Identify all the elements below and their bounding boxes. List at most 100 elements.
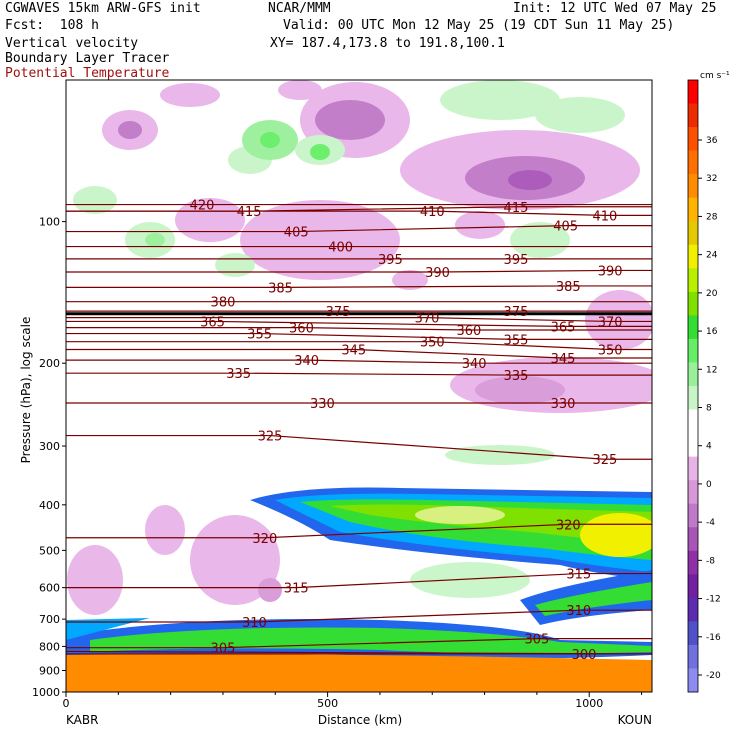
colorbar-swatch <box>688 197 698 222</box>
theta-contour-line <box>66 348 652 359</box>
cross-section-endpoints: XY= 187.4,173.8 to 191.8,100.1 <box>270 36 505 51</box>
theta-label: 405 <box>553 220 578 235</box>
left-endpoint-label: KABR <box>66 713 98 727</box>
theta-label: 345 <box>341 343 366 358</box>
theta-contour-line <box>66 434 652 460</box>
colorbar-swatch <box>688 550 698 575</box>
theta-contour-line <box>66 269 652 273</box>
theta-label: 330 <box>551 397 576 412</box>
theta-label: 395 <box>504 253 529 268</box>
colorbar-tick-label: 8 <box>706 404 712 414</box>
colorbar-swatch <box>688 644 698 669</box>
y-tick-label: 100 <box>39 216 60 229</box>
y-tick-label: 800 <box>39 640 60 653</box>
theta-label: 305 <box>524 633 549 648</box>
theta-label: 310 <box>566 604 591 619</box>
colorbar-tick-label: -20 <box>706 671 721 681</box>
lower-tracer-band <box>66 570 652 660</box>
theta-contour-line <box>66 285 652 289</box>
colorbar-tick-label: 4 <box>706 442 712 452</box>
shaded-fields: 420 415 405 400 395 390 385 380 375 370 365 360 355 3… <box>66 80 652 692</box>
theta-label: 370 <box>598 315 623 330</box>
theta-label: 415 <box>504 201 529 216</box>
y-axis-title: Pressure (hPa), log scale <box>19 317 33 464</box>
y-tick-label: 700 <box>39 613 60 626</box>
y-tick-label: 400 <box>39 499 60 512</box>
theta-label: 410 <box>592 209 617 224</box>
theta-label: 395 <box>378 253 403 268</box>
theta-label: 385 <box>556 280 581 295</box>
colorbar-swatch <box>688 244 698 269</box>
colorbar-tick-label: -16 <box>706 633 721 643</box>
colorbar-tick-label: 16 <box>706 327 718 337</box>
colorbar-tick-label: -4 <box>706 518 715 528</box>
theta-label: 340 <box>462 357 487 372</box>
theta-contour-labels: 420 415 405 400 395 390 385 380 375 370 365 360 355 3… <box>190 199 623 663</box>
theta-label: 410 <box>420 205 445 220</box>
theta-contour-line <box>66 225 652 233</box>
y-tick-label: 900 <box>39 664 60 677</box>
colorbar-swatch <box>688 668 698 693</box>
theta-label: 390 <box>598 264 623 279</box>
theta-label: 375 <box>504 305 529 320</box>
colorbar-tick-label: 32 <box>706 174 717 184</box>
theta-label: 370 <box>415 312 440 327</box>
theta-label: 310 <box>242 616 267 631</box>
colorbar-swatch <box>688 103 698 128</box>
theta-label: 360 <box>289 322 314 337</box>
theta-label: 380 <box>211 296 236 311</box>
y-axis: 100 200 300 400 500 600 700 800 900 1000 <box>32 216 66 699</box>
y-tick-label: 600 <box>39 582 60 595</box>
theta-contour-line <box>66 638 652 649</box>
field-vertical-velocity: Vertical velocity <box>5 36 139 51</box>
colorbar-swatch <box>688 503 698 528</box>
x-tick-label: 500 <box>317 697 338 710</box>
theta-contour-line <box>66 332 652 340</box>
theta-label: 315 <box>566 568 591 583</box>
theta-label: 300 <box>572 648 597 663</box>
theta-contour-line <box>66 523 652 539</box>
theta-label: 305 <box>211 642 236 657</box>
colorbar-swatch <box>688 574 698 599</box>
theta-label: 350 <box>598 343 623 358</box>
theta-label: 335 <box>226 367 251 382</box>
theta-label: 350 <box>420 336 445 351</box>
colorbar-tick-label: 12 <box>706 365 717 375</box>
x-tick-label: 1000 <box>575 697 603 710</box>
colorbar-swatch <box>688 268 698 293</box>
theta-label: 365 <box>200 315 225 330</box>
colorbar-swatch <box>688 221 698 246</box>
theta-contour-line <box>66 372 652 376</box>
colorbar-tick-label: -8 <box>706 556 715 566</box>
colorbar-tick-label: 36 <box>706 136 718 146</box>
theta-label: 355 <box>504 333 529 348</box>
theta-label: 400 <box>328 241 353 256</box>
theta-label: 325 <box>258 430 283 445</box>
theta-contour-line <box>66 317 652 323</box>
boundary-layer <box>66 654 652 692</box>
forecast-hour: Fcst: 108 h <box>5 18 99 33</box>
valid-time: Valid: 00 UTC Mon 12 May 25 (19 CDT Sun … <box>283 18 675 33</box>
theta-label: 340 <box>294 354 319 369</box>
field-potential-temperature: Potential Temperature <box>5 66 170 81</box>
colorbar-swatch <box>688 386 698 411</box>
x-tick-label: 0 <box>63 697 70 710</box>
theta-label: 330 <box>310 397 335 412</box>
colorbar-swatch <box>688 433 698 458</box>
colorbar-swatch <box>688 338 698 363</box>
field-boundary-layer-tracer: Boundary Layer Tracer <box>5 51 170 66</box>
colorbar-swatch <box>688 409 698 434</box>
theta-label: 315 <box>284 582 309 597</box>
colorbar-tick-label: -12 <box>706 595 721 605</box>
y-tick-label: 1000 <box>32 686 60 699</box>
colorbar-swatch <box>688 362 698 387</box>
right-endpoint-label: KOUN <box>618 713 652 727</box>
theta-contour-line <box>66 572 652 589</box>
init-time: Init: 12 UTC Wed 07 May 25 <box>513 1 717 16</box>
theta-label: 415 <box>237 205 262 220</box>
colorbar-swatch <box>688 527 698 552</box>
theta-label: 335 <box>504 369 529 384</box>
theta-label: 355 <box>247 328 272 343</box>
y-tick-label: 300 <box>39 440 60 453</box>
